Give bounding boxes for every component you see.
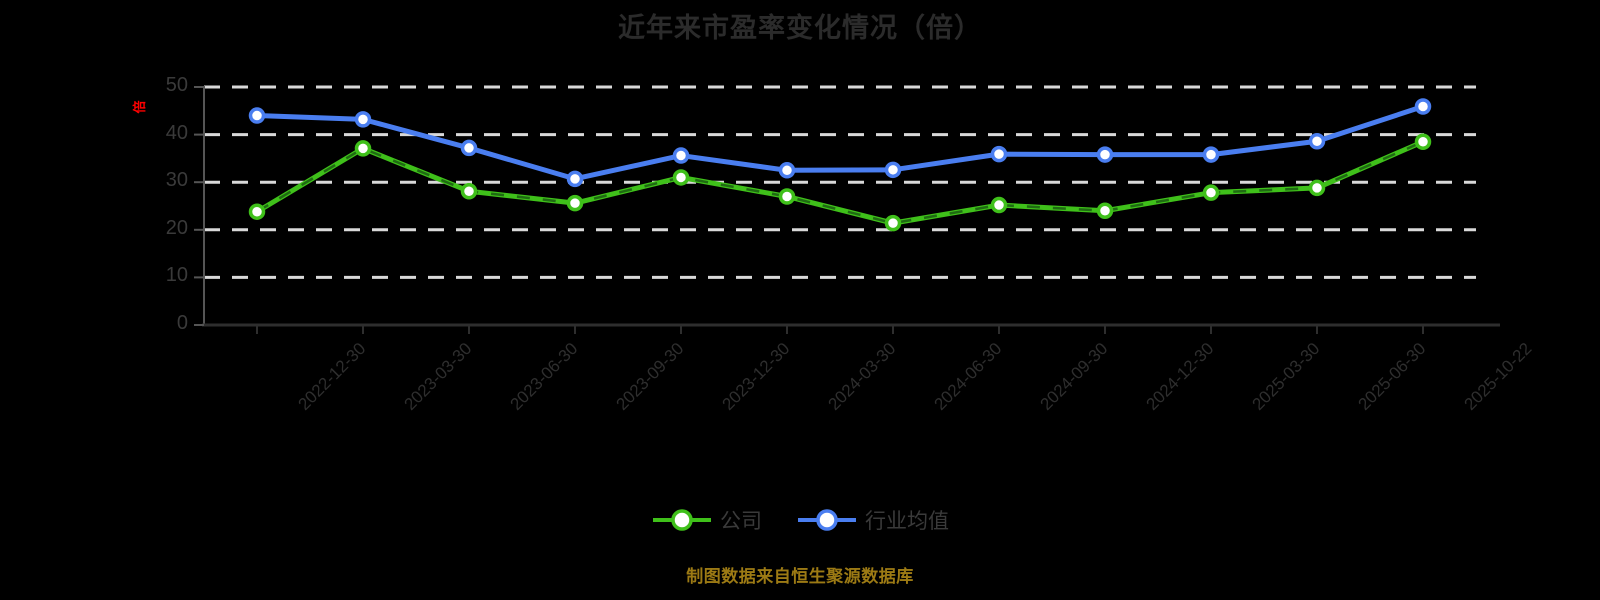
data-point bbox=[460, 139, 478, 157]
data-point bbox=[248, 107, 266, 124]
legend-dot bbox=[671, 509, 693, 531]
legend-marker-icon bbox=[798, 509, 856, 531]
data-point bbox=[990, 196, 1008, 214]
data-point bbox=[460, 182, 478, 200]
y-tick-label: 30 bbox=[165, 169, 188, 192]
data-point bbox=[672, 147, 690, 164]
data-point bbox=[566, 194, 584, 212]
series-line-overlay-0 bbox=[256, 140, 1424, 225]
legend-label: 行业均值 bbox=[865, 510, 949, 533]
legend-item-0[interactable]: 公司 bbox=[651, 505, 762, 535]
legend-dot bbox=[816, 509, 838, 531]
data-point bbox=[672, 169, 690, 186]
data-point bbox=[354, 111, 372, 128]
data-point bbox=[354, 140, 372, 157]
data-source-note: 制图数据来自恒生聚源数据库 bbox=[686, 567, 914, 586]
y-tick-label: 20 bbox=[165, 216, 188, 239]
data-point bbox=[1308, 179, 1326, 197]
data-point bbox=[1414, 133, 1432, 150]
legend-marker-icon bbox=[653, 509, 711, 531]
series-line-1 bbox=[254, 104, 1426, 182]
data-point bbox=[778, 188, 796, 205]
legend-item-1[interactable]: 行业均值 bbox=[796, 505, 949, 535]
y-tick-label: 40 bbox=[165, 121, 188, 144]
legend-label: 公司 bbox=[720, 510, 762, 533]
data-point bbox=[884, 214, 902, 232]
data-point bbox=[1202, 146, 1220, 163]
y-tick-label: 50 bbox=[165, 74, 188, 96]
data-point bbox=[1096, 146, 1114, 163]
y-tick-label: 0 bbox=[176, 312, 188, 334]
data-point bbox=[566, 170, 584, 188]
data-point bbox=[248, 203, 266, 220]
data-point bbox=[990, 145, 1008, 163]
data-point bbox=[884, 161, 902, 179]
chart-title: 近年来市盈率变化情况（倍） bbox=[618, 13, 982, 43]
data-point bbox=[778, 162, 796, 179]
data-point bbox=[1308, 133, 1326, 150]
chart-legend: 公司 行业均值 bbox=[0, 505, 1600, 535]
data-point bbox=[1414, 98, 1432, 115]
data-point bbox=[1202, 184, 1220, 201]
data-point bbox=[1096, 202, 1114, 220]
y-tick-label: 10 bbox=[165, 264, 188, 287]
